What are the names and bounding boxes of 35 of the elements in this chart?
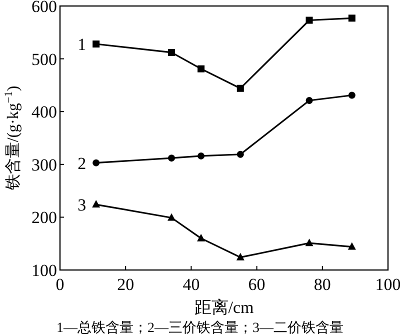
y-tick-label: 400 bbox=[32, 102, 57, 122]
point bbox=[306, 16, 313, 24]
point bbox=[198, 152, 205, 160]
point bbox=[306, 97, 313, 104]
point bbox=[348, 242, 356, 250]
point bbox=[236, 150, 244, 158]
y-tick-label: 300 bbox=[32, 155, 57, 174]
x-tick-label: 0 bbox=[56, 275, 64, 294]
x-tick-label: 20 bbox=[117, 275, 134, 294]
point bbox=[92, 40, 100, 48]
y-tick-label: 200 bbox=[32, 208, 57, 228]
y-tick-label: 600 bbox=[32, 0, 57, 16]
y-tick-label: 100 bbox=[32, 261, 57, 280]
x-tick-label: 100 bbox=[375, 275, 400, 294]
point bbox=[348, 14, 356, 22]
x-tick-label: 60 bbox=[248, 275, 266, 294]
point bbox=[305, 238, 314, 246]
point bbox=[92, 200, 100, 208]
point bbox=[198, 65, 205, 72]
series-label: 3 bbox=[78, 196, 86, 215]
point bbox=[168, 48, 176, 56]
point bbox=[236, 252, 244, 260]
point bbox=[168, 154, 176, 162]
point bbox=[348, 92, 356, 99]
series-label: 2 bbox=[78, 154, 86, 173]
text: 1—总铁含量；2—三价铁含量；3—二价铁含量 bbox=[56, 320, 344, 335]
point bbox=[92, 159, 100, 166]
point bbox=[197, 234, 206, 242]
series-label: 1 bbox=[78, 35, 86, 54]
x-tick-label: 80 bbox=[314, 275, 331, 294]
x-tick-label: 40 bbox=[182, 275, 200, 294]
x-axis-title: 距离/cm bbox=[194, 298, 254, 317]
point bbox=[168, 213, 176, 221]
point bbox=[236, 84, 244, 92]
y-tick-label: 500 bbox=[32, 50, 57, 69]
